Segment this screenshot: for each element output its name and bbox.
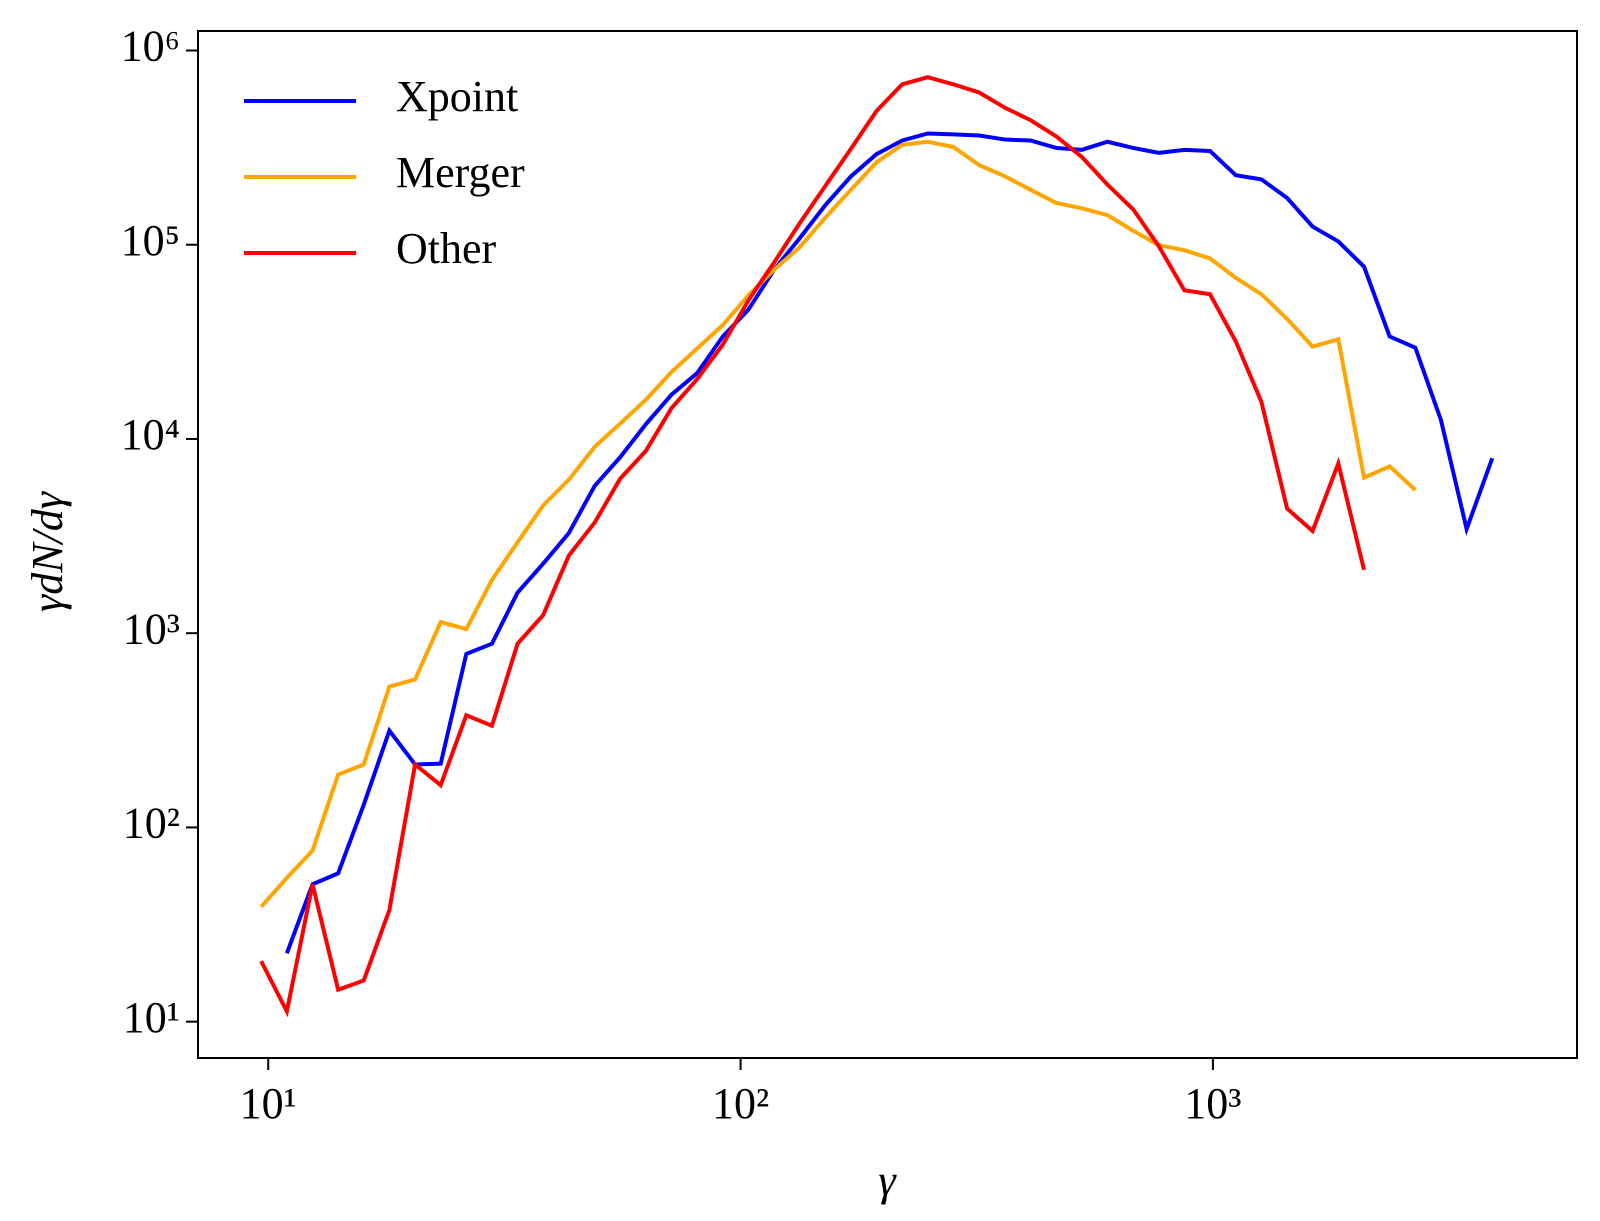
x-axis-label: γ bbox=[878, 1156, 897, 1205]
legend-label: Xpoint bbox=[396, 72, 518, 121]
y-tick-label: 10² bbox=[123, 799, 180, 848]
y-axis-label: γdN/dγ bbox=[23, 490, 72, 612]
legend-label: Merger bbox=[396, 148, 525, 197]
y-tick-label: 10⁴ bbox=[121, 410, 180, 459]
series-line bbox=[259, 75, 1366, 1018]
x-tick-label: 10¹ bbox=[240, 1079, 297, 1128]
y-tick-label: 10³ bbox=[123, 604, 180, 653]
legend-label: Other bbox=[396, 224, 497, 273]
series-line bbox=[284, 131, 1495, 954]
y-tick-label: 10⁵ bbox=[121, 216, 180, 265]
plot-frame bbox=[197, 30, 1578, 1059]
x-tick-label: 10³ bbox=[1184, 1079, 1241, 1128]
y-tick-label: 10⁶ bbox=[121, 22, 180, 71]
series-line bbox=[259, 139, 1417, 909]
x-tick-label: 10² bbox=[712, 1079, 769, 1128]
y-tick-label: 10¹ bbox=[123, 993, 180, 1042]
